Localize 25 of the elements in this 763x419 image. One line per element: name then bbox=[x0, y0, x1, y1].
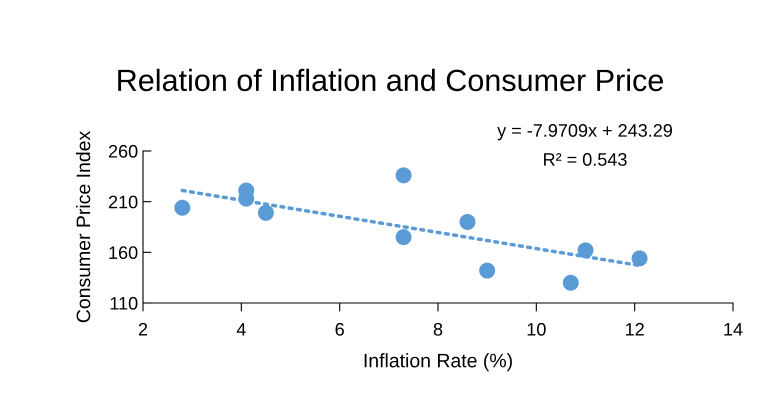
point bbox=[258, 204, 274, 221]
text: y = -7.9709x + 243.29 bbox=[497, 124, 672, 140]
point bbox=[174, 200, 190, 216]
point bbox=[632, 250, 648, 266]
x-tick-label: 10 bbox=[528, 322, 546, 336]
x-axis-title: Inflation Rate (%) bbox=[364, 353, 512, 372]
x-tick-label: 8 bbox=[434, 322, 442, 336]
point bbox=[396, 167, 412, 184]
x-tick-label: 14 bbox=[724, 323, 743, 336]
x-tick-label: 2 bbox=[138, 322, 148, 336]
y-tick-label: 210 bbox=[108, 196, 138, 208]
x-tick-label: 4 bbox=[236, 323, 246, 336]
x-tick-label: 12 bbox=[626, 322, 644, 336]
x-tick-label: 6 bbox=[336, 322, 344, 336]
y-tick-label: 160 bbox=[109, 246, 138, 260]
point bbox=[479, 262, 496, 279]
point bbox=[578, 242, 594, 258]
y-axis-title: Consumer Price Index bbox=[76, 131, 90, 322]
annotation: R² = 0.543 bbox=[544, 153, 627, 166]
y-tick-label: 110 bbox=[110, 296, 138, 310]
chart-title: Relation of Inflation and Consumer Price bbox=[118, 68, 663, 92]
point bbox=[396, 229, 412, 246]
point bbox=[562, 274, 579, 291]
point bbox=[460, 214, 476, 230]
y-tick-label: 260 bbox=[108, 144, 138, 158]
